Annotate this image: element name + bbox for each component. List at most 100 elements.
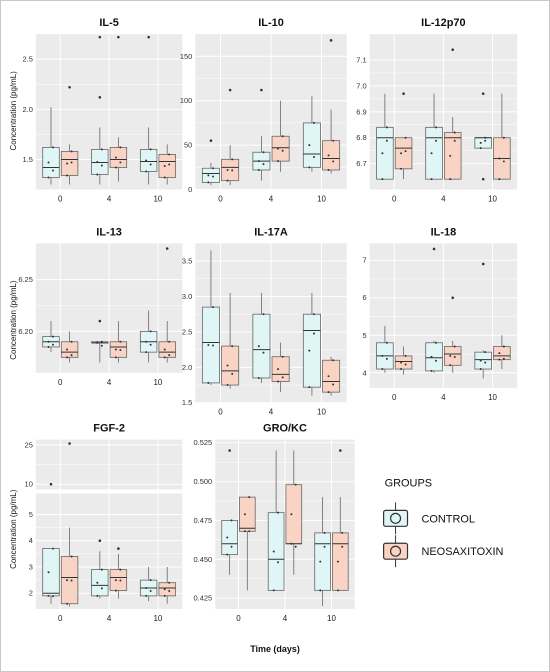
legend-title: GROUPS <box>385 477 432 489</box>
data-point <box>404 136 407 139</box>
data-point <box>47 176 50 179</box>
box-body <box>443 346 462 366</box>
y-tick-label: 6.25 <box>18 275 33 284</box>
data-point <box>277 160 280 163</box>
data-point <box>312 121 315 124</box>
data-point <box>66 174 69 177</box>
box-control-day-0 <box>221 449 238 575</box>
box-neosaxitoxin-day-0 <box>60 442 79 607</box>
y-tick-label: 3 <box>29 562 33 571</box>
data-point <box>119 161 122 164</box>
x-tick-label: 0 <box>58 614 63 623</box>
box-control-day-4 <box>91 319 109 363</box>
y-tick-label: 6.7 <box>356 159 366 168</box>
x-tick-label: 10 <box>327 614 336 623</box>
data-point <box>70 579 73 582</box>
data-point <box>70 354 73 357</box>
outlier-point <box>481 177 485 181</box>
panel-title: IL-5 <box>99 17 118 29</box>
box-body <box>331 532 349 591</box>
data-point <box>119 146 122 149</box>
x-tick-label: 4 <box>107 378 112 387</box>
data-point <box>479 141 482 144</box>
data-point <box>484 351 487 354</box>
y-tick-label: 6.8 <box>356 133 366 142</box>
data-point <box>231 372 234 375</box>
data-point <box>149 163 152 166</box>
data-point <box>212 306 214 309</box>
data-point <box>312 332 315 335</box>
box-body <box>425 342 443 372</box>
x-tick-label: 10 <box>317 408 326 417</box>
data-point <box>277 147 280 150</box>
box-body <box>425 126 443 180</box>
y-tick-label: 0.475 <box>194 516 213 525</box>
data-point <box>430 369 433 372</box>
y-tick-label: 0.525 <box>194 438 213 447</box>
data-point <box>277 511 280 514</box>
data-point <box>207 381 210 384</box>
outlier-point <box>68 85 71 89</box>
data-point <box>277 561 280 564</box>
data-point <box>308 166 311 169</box>
data-point <box>96 594 99 597</box>
box-control-day-10 <box>139 310 158 363</box>
data-point <box>52 146 54 149</box>
data-point <box>277 380 280 383</box>
legend-key-control <box>383 502 409 535</box>
data-point <box>332 383 335 386</box>
data-point <box>230 545 233 548</box>
data-point <box>149 330 152 333</box>
data-point <box>119 348 122 351</box>
data-point <box>479 359 482 362</box>
data-point <box>226 384 229 387</box>
data-point <box>262 351 265 354</box>
data-point <box>231 158 234 161</box>
data-point <box>145 594 148 597</box>
outlier-point <box>402 92 405 95</box>
data-point <box>96 581 99 584</box>
data-point <box>484 136 487 139</box>
data-point <box>212 175 214 178</box>
panel-il-13: IL-13 6.20 6.25 0 4 10 <box>18 226 183 387</box>
data-point <box>149 579 152 582</box>
data-point <box>323 545 326 548</box>
legend-key-neosaxitoxin <box>383 535 409 568</box>
x-tick-label: 4 <box>107 614 112 623</box>
data-point <box>435 126 438 129</box>
box-body <box>91 569 109 597</box>
box-neosaxitoxin-day-4 <box>443 296 462 373</box>
data-point <box>226 168 229 171</box>
data-point <box>449 354 452 357</box>
box-control-day-0 <box>376 93 394 181</box>
box-body <box>302 313 321 388</box>
data-point <box>149 589 152 592</box>
data-point <box>453 131 456 134</box>
x-tick-label: 4 <box>441 393 446 402</box>
legend: GROUPS CONTROL NEOSAXITOXIN <box>383 477 504 568</box>
outlier-point <box>68 442 71 445</box>
box-body <box>60 341 79 358</box>
outlier-point <box>49 482 53 486</box>
box-body <box>314 532 331 591</box>
data-point <box>207 344 210 347</box>
box-neosaxitoxin-day-0 <box>394 346 413 375</box>
y-tick-label: 2 <box>29 589 33 598</box>
y-tick-label: 10 <box>25 480 33 489</box>
data-point <box>385 357 388 360</box>
panel-il-10: IL-10 0 50 100 150 0 4 10 <box>180 17 347 203</box>
box-body <box>158 341 176 358</box>
box-control-day-0 <box>201 139 220 186</box>
data-point <box>327 375 330 378</box>
x-tick-label: 10 <box>488 194 497 203</box>
data-point <box>281 149 284 152</box>
box-body <box>376 126 394 180</box>
box-body <box>322 359 341 393</box>
box-neosaxitoxin-day-4 <box>271 342 290 393</box>
box-neosaxitoxin-day-0 <box>221 292 240 389</box>
box-neosaxitoxin-day-4 <box>109 547 128 599</box>
data-point <box>70 340 73 343</box>
data-point <box>70 150 73 153</box>
panel-il-5: IL-5 1.5 2.0 2.5 0 4 10 <box>22 17 183 203</box>
box-neosaxitoxin-day-0 <box>60 85 79 185</box>
